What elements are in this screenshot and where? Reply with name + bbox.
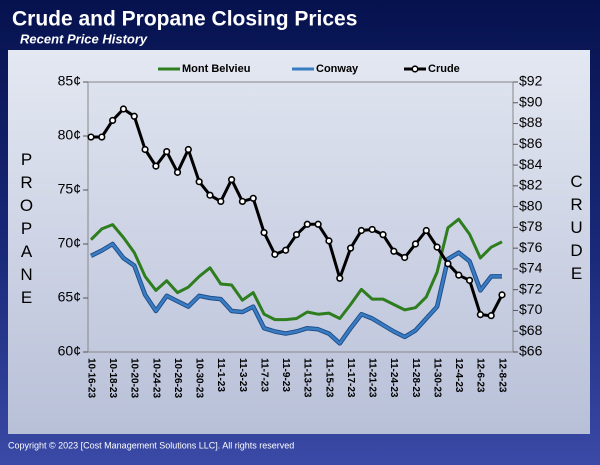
x-tick-label: 11-1-23 bbox=[215, 358, 226, 392]
y-tick-label: 85¢ bbox=[58, 73, 81, 89]
y2-tick-label: $72 bbox=[519, 280, 543, 296]
y2-tick-label: $68 bbox=[519, 322, 543, 338]
y-tick-label: 70¢ bbox=[58, 235, 81, 251]
point bbox=[173, 168, 182, 176]
y2-tick-label: $92 bbox=[519, 73, 543, 89]
point bbox=[87, 133, 95, 141]
chart-subtitle: Recent Price History bbox=[20, 31, 148, 46]
x-tick-label: 11-13-23 bbox=[302, 358, 313, 398]
point bbox=[249, 194, 257, 202]
legend-label: Conway bbox=[316, 63, 359, 75]
point bbox=[336, 274, 344, 282]
point bbox=[476, 311, 484, 319]
point bbox=[292, 231, 301, 239]
point bbox=[238, 197, 247, 206]
point bbox=[465, 276, 474, 284]
y2-tick-label: $80 bbox=[519, 197, 543, 213]
y2-tick-label: $86 bbox=[519, 135, 543, 151]
x-tick-label: 10-24-23 bbox=[150, 358, 161, 398]
x-tick-label: 10-16-23 bbox=[85, 358, 96, 398]
point bbox=[228, 176, 236, 184]
x-tick-label: 12-8-23 bbox=[496, 358, 507, 393]
point bbox=[98, 133, 106, 141]
y2-tick-label: $66 bbox=[519, 343, 543, 359]
x-tick-label: 11-21-23 bbox=[367, 358, 378, 398]
copyright: Copyright © 2023 [Cost Management Soluti… bbox=[8, 440, 294, 450]
point bbox=[368, 225, 376, 234]
point bbox=[260, 228, 268, 237]
x-tick-label: 11-15-23 bbox=[323, 358, 334, 398]
point bbox=[325, 237, 333, 245]
point bbox=[184, 145, 192, 154]
x-tick-label: 11-24-23 bbox=[388, 358, 399, 398]
point bbox=[141, 145, 149, 154]
point bbox=[455, 271, 463, 279]
point bbox=[498, 291, 506, 299]
x-tick-label: 11-7-23 bbox=[258, 358, 269, 392]
point bbox=[282, 246, 290, 254]
point bbox=[314, 220, 322, 228]
x-tick-label: 10-18-23 bbox=[107, 358, 118, 398]
y-tick-label: 60¢ bbox=[58, 343, 81, 359]
y-tick-label: 80¢ bbox=[58, 127, 81, 143]
y-tick-label: 65¢ bbox=[58, 289, 81, 305]
x-tick-label: 12-4-23 bbox=[453, 358, 464, 393]
plot-area bbox=[87, 81, 514, 353]
legend-label: Crude bbox=[428, 63, 460, 75]
point bbox=[433, 243, 441, 251]
point bbox=[379, 231, 387, 239]
point bbox=[357, 226, 365, 235]
point bbox=[303, 220, 311, 228]
y2-tick-label: $90 bbox=[519, 93, 543, 109]
point bbox=[109, 116, 117, 125]
legend-marker bbox=[411, 65, 419, 73]
y2-tick-label: $88 bbox=[519, 114, 543, 130]
x-tick-label: 11-30-23 bbox=[431, 358, 442, 398]
x-tick-label: 10-20-23 bbox=[129, 358, 140, 398]
point bbox=[390, 247, 398, 255]
point bbox=[487, 312, 495, 320]
x-tick-label: 11-9-23 bbox=[280, 358, 291, 392]
y-tick-label: 75¢ bbox=[58, 181, 81, 197]
point bbox=[271, 250, 279, 258]
point bbox=[206, 191, 214, 199]
x-tick-label: 11-3-23 bbox=[237, 358, 248, 392]
y2-axis-title: CRUDE bbox=[567, 172, 586, 287]
point bbox=[444, 260, 452, 268]
point bbox=[163, 147, 171, 156]
y-axis-title: PROPANE bbox=[17, 150, 36, 311]
y2-tick-label: $84 bbox=[519, 156, 543, 172]
x-tick-label: 10-30-23 bbox=[194, 358, 205, 398]
point bbox=[401, 253, 409, 262]
point bbox=[152, 162, 160, 170]
legend-label: Mont Belvieu bbox=[182, 63, 250, 75]
chart-title: Crude and Propane Closing Prices bbox=[12, 8, 357, 31]
x-tick-label: 10-26-23 bbox=[172, 358, 183, 398]
point bbox=[411, 240, 420, 248]
y2-tick-label: $74 bbox=[519, 260, 543, 276]
y2-tick-label: $76 bbox=[519, 239, 543, 255]
x-tick-label: 12-6-23 bbox=[475, 358, 486, 393]
series-line bbox=[89, 217, 503, 322]
y2-tick-label: $82 bbox=[519, 177, 543, 193]
point bbox=[217, 197, 225, 206]
series-line bbox=[90, 242, 502, 345]
y2-tick-label: $78 bbox=[519, 218, 543, 234]
point bbox=[195, 178, 203, 186]
point bbox=[346, 244, 355, 252]
y2-tick-label: $70 bbox=[519, 301, 543, 317]
point bbox=[422, 226, 430, 235]
point bbox=[130, 112, 138, 120]
point bbox=[119, 105, 128, 113]
x-tick-label: 11-17-23 bbox=[345, 358, 356, 398]
x-tick-label: 11-28-23 bbox=[410, 358, 421, 398]
